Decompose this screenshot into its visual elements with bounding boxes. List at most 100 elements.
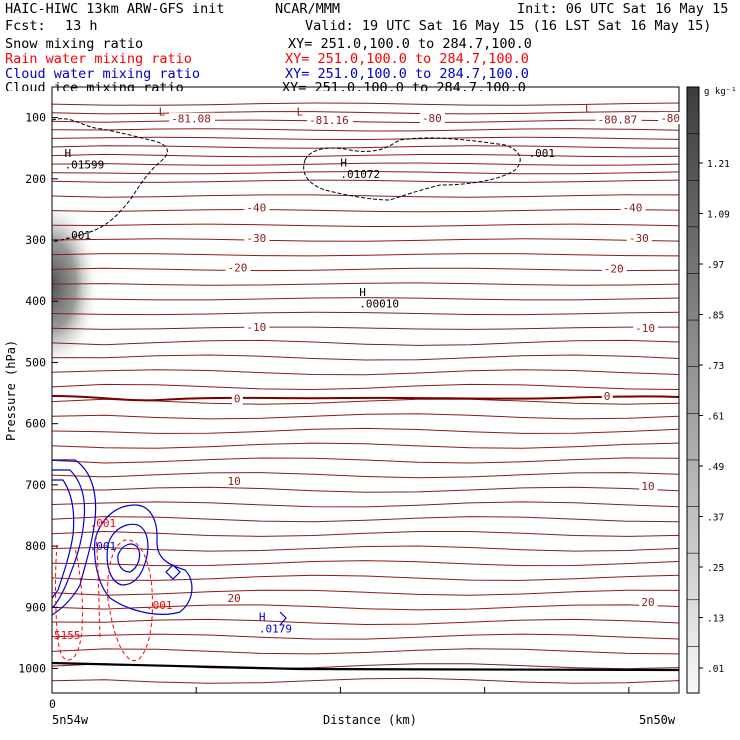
temperature-label: 10 — [228, 475, 241, 488]
colorbar — [686, 86, 700, 694]
y-tick-label: 900 — [25, 600, 46, 614]
temperature-label: 20 — [641, 596, 654, 609]
colorbar-tick-label: .49 — [707, 462, 724, 473]
y-axis-title: Pressure (hPa) — [4, 340, 18, 441]
extremum-label: L — [585, 102, 592, 115]
temperature-label: 20 — [228, 592, 241, 605]
colorbar-tick-label: .13 — [707, 614, 724, 625]
temperature-contour — [52, 442, 679, 449]
temperature-contour — [52, 369, 679, 376]
temperature-label: -81.08 — [171, 113, 211, 126]
extremum-label: .01599 — [65, 159, 105, 172]
temperature-contour — [52, 170, 679, 175]
y-axis-ticks: 100 200 300 400 500 600 700 800 900 1000 — [18, 111, 58, 676]
cloud-water-contour-8 — [279, 611, 287, 626]
label-backdrop — [244, 232, 270, 245]
temperature-contour — [52, 413, 679, 420]
x-left-label: 5n54w — [52, 713, 89, 727]
label-backdrop — [419, 112, 445, 125]
extremum-label: .0179 — [259, 623, 292, 636]
temperature-contour — [52, 472, 679, 479]
y-tick-label: 500 — [25, 355, 46, 369]
temperature-contour — [52, 457, 679, 464]
label-backdrop — [169, 112, 216, 125]
colorbar-tick-label: .73 — [707, 361, 724, 372]
x-origin-label: 0 — [49, 697, 56, 711]
extremum-label: .001 — [90, 540, 117, 553]
cloud-water-contour-5 — [106, 523, 149, 586]
field-cloudwater-xy: XY= 251.0,100.0 to 284.7,100.0 — [285, 66, 529, 82]
temperature-contour — [52, 604, 679, 611]
field-cloudice-xy: XY= 251.0,100.0 to 284.7,100.0 — [282, 80, 526, 96]
temperature-label: -80 — [422, 112, 442, 125]
y-tick-label: 800 — [25, 539, 46, 553]
temperature-contour — [52, 162, 679, 166]
rain-water-contour-3 — [107, 539, 153, 662]
label-backdrop — [225, 591, 244, 604]
cloud-water-contour-4 — [93, 504, 193, 615]
label-backdrop — [595, 113, 642, 126]
temperature-label: -40 — [246, 201, 266, 214]
extremum-label: .001 — [65, 229, 92, 242]
forecast-label: Fcst: — [5, 18, 46, 34]
temperature-contour — [52, 111, 679, 115]
plot-frame — [51, 86, 680, 694]
label-backdrop — [658, 112, 684, 125]
extremum-label: .001 — [90, 517, 117, 530]
y-tick-label: 300 — [25, 233, 46, 247]
rain-water-contour-2 — [95, 534, 101, 641]
label-backdrop — [307, 113, 354, 126]
model-title: HAIC-HIWC 13km ARW-GFS init — [5, 1, 225, 17]
rain-water-contour-1 — [55, 544, 84, 661]
colorbar-tick-label: .25 — [707, 563, 724, 574]
label-backdrop — [244, 201, 270, 214]
field-snow-name: Snow mixing ratio — [5, 36, 144, 52]
y-tick-label: 400 — [25, 294, 46, 308]
y-tick-label: 600 — [25, 417, 46, 431]
zero-isotherm — [51, 395, 680, 402]
extremum-label: .001 — [146, 599, 173, 612]
label-backdrop — [626, 232, 652, 245]
temperature-contour — [52, 354, 679, 361]
temperature-label: -80.87 — [597, 113, 637, 126]
colorbar-unit: g kg⁻¹ — [704, 87, 737, 97]
temperature-label: -20 — [228, 261, 248, 274]
temperature-contour — [52, 282, 679, 286]
x-axis-title: Distance (km) — [323, 713, 417, 727]
temperature-contour — [52, 128, 679, 132]
colorbar-tick-label: .37 — [707, 513, 724, 524]
label-backdrop — [244, 320, 270, 333]
temperature-contour — [52, 311, 679, 316]
temperature-contour — [52, 648, 679, 655]
temperature-label: -30 — [629, 232, 649, 245]
label-backdrop — [601, 389, 613, 402]
temperature-label: -20 — [604, 263, 624, 276]
colorbar-ticks: 1.21 1.09 .97 .85 .73 .61 .49 .37 .25 .13 .01 — [687, 86, 730, 675]
temperature-contour — [52, 560, 679, 567]
extremum-label: L — [297, 105, 304, 118]
temperature-contour — [52, 339, 679, 346]
surface-line — [51, 661, 680, 672]
field-rain-xy: XY= 251.0,100.0 to 284.7,100.0 — [285, 51, 529, 67]
field-cloudice-name: Cloud ice mixing ratio — [5, 80, 184, 96]
temperature-label: 0 — [604, 390, 611, 403]
cloud-water-contour-1 — [51, 459, 97, 616]
temperature-label: -80 — [660, 112, 680, 125]
temperature-label: -40 — [623, 201, 643, 214]
label-backdrop — [633, 322, 659, 335]
y-tick-label: 1000 — [18, 662, 46, 676]
temperature-label: -10 — [246, 321, 266, 334]
org-label: NCAR/MMM — [275, 1, 341, 17]
cloud-water-contour-3 — [51, 479, 75, 599]
temperature-contour — [52, 223, 679, 228]
label-backdrop — [225, 261, 251, 274]
colorbar-tick-label: .01 — [707, 664, 724, 675]
init-time: Init: 06 UTC Sat 16 May 15 — [517, 1, 729, 17]
temperature-contour — [52, 267, 679, 272]
temperature-label: 0 — [234, 392, 241, 405]
temperature-label: -10 — [635, 322, 655, 335]
field-cloudwater-name: Cloud water mixing ratio — [5, 66, 201, 82]
extremum-label: H — [340, 156, 347, 169]
temperature-contour — [52, 102, 679, 106]
